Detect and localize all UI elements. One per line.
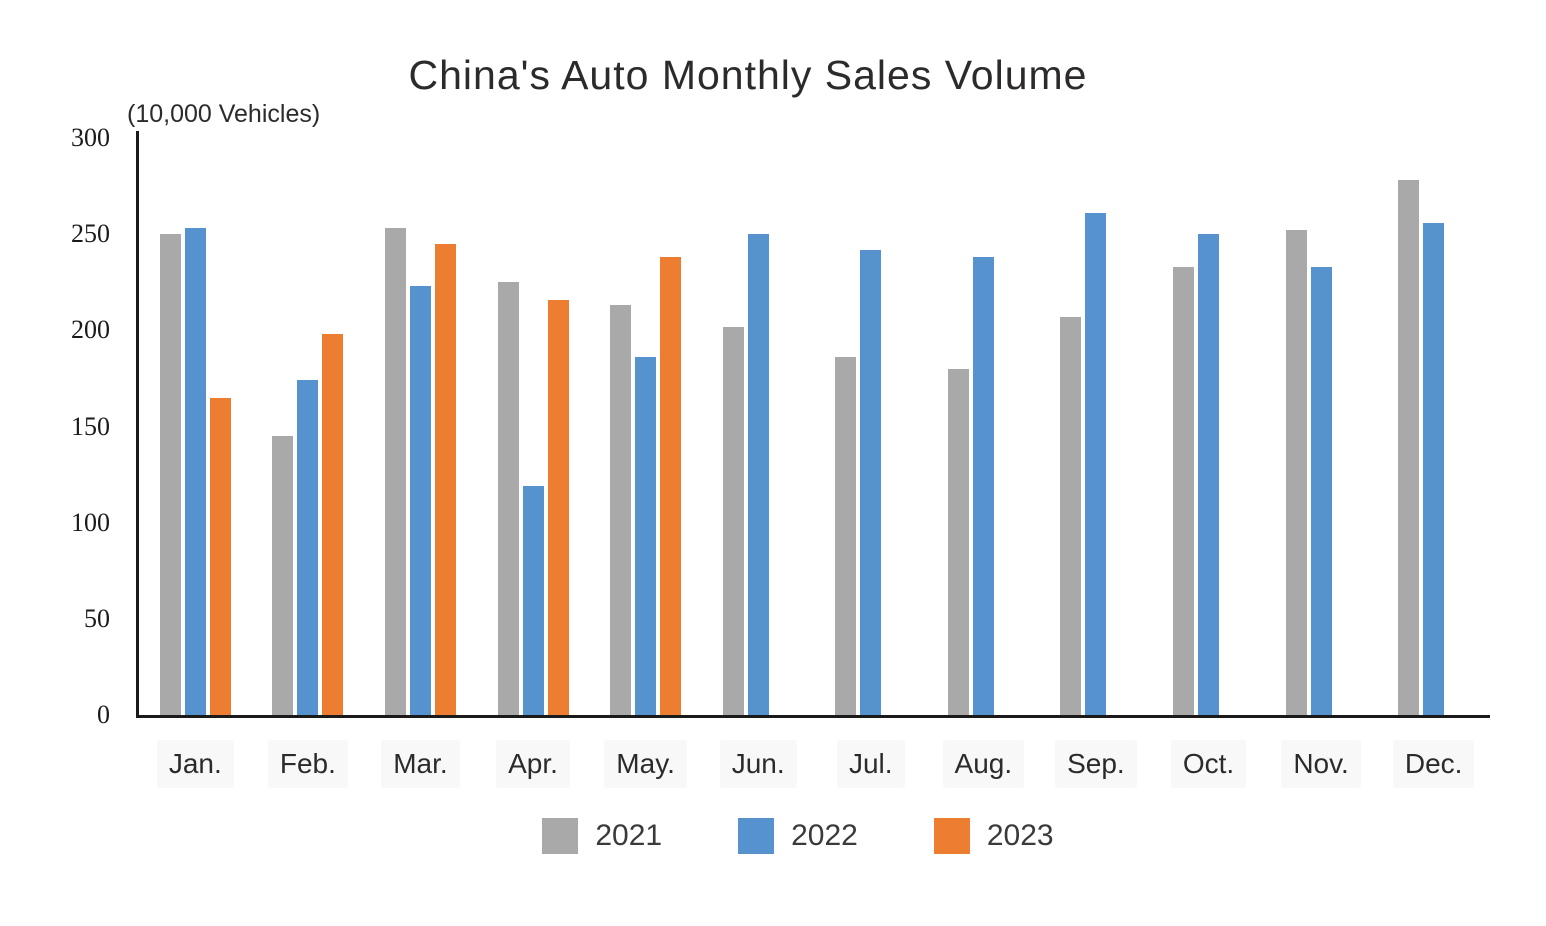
x-axis-category-labels: Jan. Feb. Mar. Apr. May. Jun. Jul. Aug. Sep. Oct.… [139,740,1490,788]
month-label-apr: Apr. [496,740,570,788]
bar-2021-feb [272,436,294,715]
bar-2022-jun [747,234,769,715]
y-axis-line [136,131,139,717]
bar-2022-dec [1423,222,1445,715]
bar-group-mar [364,138,477,715]
bar-2021-aug [947,368,969,715]
bar-2021-mar [384,228,406,715]
bar-2022-jul [860,249,882,715]
bar-2021-apr [497,282,519,715]
month-label-nov: Nov. [1281,740,1361,788]
bar-group-may [589,138,702,715]
bar-2021-may [610,305,632,715]
bar-group-oct [1152,138,1265,715]
bar-2021-sep [1060,316,1082,715]
legend-swatch-2022 [738,818,775,854]
bar-group-jul [814,138,927,715]
y-tick-label: 50 [84,603,110,633]
legend-label-2023: 2023 [986,819,1054,852]
bar-2023-apr [547,299,569,715]
bar-2022-mar [409,286,431,715]
bar-2023-jan [209,397,231,715]
bar-group-nov [1265,138,1378,715]
month-label-dec: Dec. [1392,740,1475,788]
month-slot: Nov. [1265,740,1378,788]
bar-2021-dec [1398,180,1420,715]
month-label-jun: Jun. [719,740,797,788]
month-label-jan: Jan. [156,740,234,788]
bar-group-feb [252,138,365,715]
bar-group-aug [927,138,1040,715]
month-slot: Feb. [252,740,365,788]
bar-group-jan [139,138,252,715]
bar-2021-jul [835,357,857,715]
month-slot: Oct. [1152,740,1265,788]
bar-group-jun [702,138,815,715]
chart-legend: 2021 2022 2023 [0,818,1546,854]
y-tick-label: 100 [71,507,110,537]
legend-label-2021: 2021 [595,819,663,852]
y-tick-label: 300 [71,123,110,152]
bar-2022-nov [1310,266,1332,715]
month-slot: Jun. [702,740,815,788]
y-axis-unit-label: (10,000 Vehicles) [127,100,321,128]
month-slot: Sep. [1040,740,1153,788]
month-label-mar: Mar. [381,740,460,788]
bar-2021-jun [722,326,744,715]
legend-label-2022: 2022 [791,819,858,852]
month-label-aug: Aug. [942,740,1025,788]
legend-item-2021: 2021 [542,818,662,854]
bar-2022-jan [184,228,206,715]
month-label-oct: Oct. [1170,740,1247,788]
bar-2023-mar [434,243,456,715]
bar-group-dec [1377,138,1490,715]
y-tick-label: 150 [71,411,110,441]
month-label-may: May. [604,740,687,788]
legend-item-2023: 2023 [933,818,1054,854]
y-axis-tick-labels: 0 50 100 150 200 250 300 [0,0,112,926]
month-label-feb: Feb. [267,740,348,788]
bar-2023-feb [322,334,344,715]
bar-2021-nov [1285,230,1307,715]
bar-2022-may [635,357,657,715]
bar-2022-oct [1197,234,1219,715]
y-tick-label: 250 [71,219,110,249]
legend-swatch-2023 [933,818,970,854]
chart-title: China's Auto Monthly Sales Volume [408,52,1088,98]
bar-2022-feb [297,380,319,715]
bar-2021-jan [159,234,181,715]
y-tick-label: 200 [71,315,110,345]
month-slot: Jul. [814,740,927,788]
month-slot: May. [589,740,702,788]
month-slot: Apr. [477,740,590,788]
bar-2021-oct [1172,266,1194,715]
bar-group-sep [1040,138,1153,715]
x-axis-line [136,715,1490,718]
plot-area [139,138,1490,715]
month-label-sep: Sep. [1055,740,1137,788]
legend-item-2022: 2022 [738,818,858,854]
bar-2022-aug [972,257,994,715]
bar-group-apr [477,138,590,715]
legend-swatch-2021 [542,818,579,854]
bar-2022-apr [522,486,544,715]
y-tick-label: 0 [97,700,110,729]
month-label-jul: Jul. [836,740,905,788]
month-slot: Jan. [139,740,252,788]
bar-2022-sep [1085,213,1107,715]
month-slot: Mar. [364,740,477,788]
month-slot: Aug. [927,740,1040,788]
bar-2023-may [660,257,682,715]
month-slot: Dec. [1377,740,1490,788]
